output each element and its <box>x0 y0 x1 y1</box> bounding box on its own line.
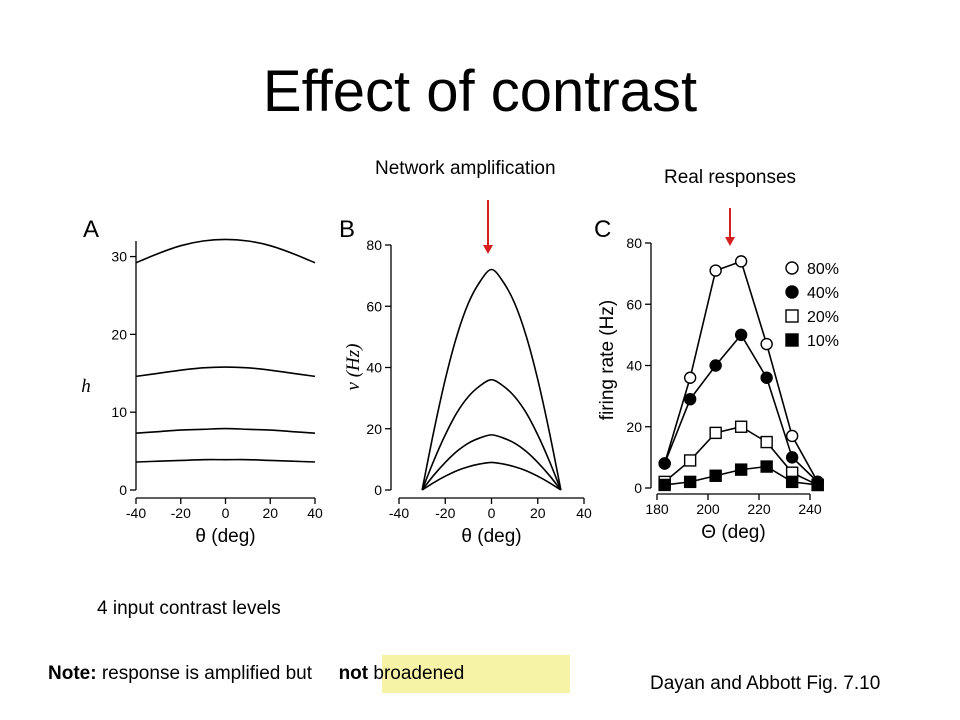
series-line-2 <box>421 378 562 491</box>
legend-label: 80% <box>807 261 839 278</box>
series-line-3 <box>135 427 316 434</box>
data-point <box>760 435 773 449</box>
note-bold: Note: <box>48 663 97 684</box>
x-tick-label: 0 <box>488 505 496 521</box>
x-tick-label: 180 <box>645 501 669 517</box>
panel-a: 0 10 20 30 -40 -20 0 20 40 θ (deg) h <box>81 238 323 547</box>
legend-marker <box>785 309 799 323</box>
real-responses-label: Real responses <box>664 167 797 188</box>
x-tick-label: 200 <box>696 501 720 517</box>
y-tick-label: 0 <box>374 482 382 498</box>
x-tick-label: -40 <box>389 505 409 521</box>
x-tick-label: 40 <box>576 505 592 521</box>
y-tick-label: 30 <box>111 249 127 265</box>
y-tick-label: 80 <box>626 235 642 251</box>
y-tick-label: 60 <box>626 296 642 312</box>
legend-marker <box>785 285 799 299</box>
legend-marker <box>785 333 799 347</box>
legend-label: 40% <box>807 285 839 302</box>
series-line-1 <box>421 268 562 491</box>
x-tick-label: 0 <box>222 505 230 521</box>
legend-marker <box>785 261 799 275</box>
series-line-1 <box>135 238 316 264</box>
x-tick-label: -40 <box>126 505 146 521</box>
y-tick-label: 40 <box>626 358 642 374</box>
x-tick-label: 220 <box>747 501 771 517</box>
legend-label: 10% <box>807 333 839 350</box>
series-line-2 <box>135 366 316 378</box>
data-point <box>760 460 773 473</box>
red-arrow-head <box>483 245 493 254</box>
network-amplification-label: Network amplification <box>375 158 556 179</box>
x-tick-label: -20 <box>435 505 455 521</box>
panel-c: 0 20 40 60 80 180 200 220 240 Θ (deg) firing rate … <box>597 235 839 543</box>
y-tick-label: 20 <box>626 419 642 435</box>
not-broadened-highlight <box>382 655 570 693</box>
input-levels-label: 4 input contrast levels <box>97 598 281 619</box>
y-tick-label: 0 <box>119 482 127 498</box>
data-point <box>709 264 722 277</box>
data-point <box>683 454 697 467</box>
y-axis-label: v (Hz) <box>343 344 364 391</box>
data-point <box>785 429 799 443</box>
x-tick-label: 240 <box>798 501 822 517</box>
data-point <box>785 451 799 464</box>
note-line: Note: response is amplified but not broa… <box>48 663 464 685</box>
series-line-4 <box>135 458 316 463</box>
data-point <box>785 475 799 489</box>
data-point <box>658 478 671 492</box>
data-point <box>760 337 773 351</box>
data-point <box>734 328 748 342</box>
series-line-4 <box>421 461 562 491</box>
citation: Dayan and Abbott Fig. 7.10 <box>650 673 881 694</box>
data-point <box>811 478 824 492</box>
x-axis-label: θ (deg) <box>195 526 255 547</box>
x-tick-label: 20 <box>262 505 278 521</box>
series-line-3 <box>421 434 562 491</box>
panel-letter-c: C <box>594 216 612 243</box>
x-tick-label: 20 <box>530 505 546 521</box>
data-point <box>709 469 722 482</box>
x-tick-label: 40 <box>307 505 323 521</box>
slide-title: Effect of contrast <box>262 59 698 124</box>
data-point <box>683 475 697 489</box>
data-point <box>734 463 748 476</box>
red-arrow-head <box>725 237 735 246</box>
data-point <box>760 371 773 384</box>
x-tick-label: -20 <box>171 505 191 521</box>
y-tick-label: 10 <box>111 404 127 420</box>
y-tick-label: 60 <box>366 298 382 314</box>
data-point <box>734 420 748 433</box>
data-point <box>709 426 722 440</box>
y-tick-label: 20 <box>111 326 127 342</box>
panel-letter-b: B <box>339 216 356 243</box>
data-point <box>658 457 671 470</box>
note-text: response is amplified but <box>101 663 313 684</box>
y-axis-label: h <box>81 376 91 397</box>
y-tick-label: 80 <box>366 237 382 253</box>
highlight-bold: not <box>338 663 369 684</box>
highlight-text: broadened <box>373 663 465 684</box>
data-point <box>734 255 748 268</box>
x-axis-label: Θ (deg) <box>701 522 765 543</box>
panel-b: 0 20 40 60 80 -40 -20 0 20 40 θ (deg) v (Hz) <box>343 237 592 547</box>
data-point <box>683 392 697 406</box>
y-axis-label: firing rate (Hz) <box>597 300 618 420</box>
x-axis-label: θ (deg) <box>461 526 521 547</box>
y-tick-label: 20 <box>366 421 382 437</box>
data-point <box>709 359 722 372</box>
y-tick-label: 0 <box>634 480 642 496</box>
panel-letter-a: A <box>83 216 100 243</box>
legend-label: 20% <box>807 309 839 326</box>
data-point <box>683 371 697 384</box>
y-tick-label: 40 <box>366 360 382 376</box>
